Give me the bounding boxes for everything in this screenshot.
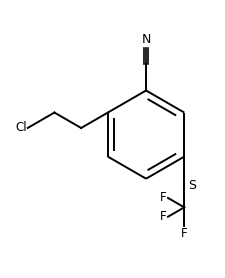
Text: S: S xyxy=(187,179,195,192)
Text: N: N xyxy=(141,33,150,46)
Text: F: F xyxy=(159,192,166,204)
Text: F: F xyxy=(159,210,166,223)
Text: Cl: Cl xyxy=(15,121,27,135)
Text: F: F xyxy=(180,227,187,240)
